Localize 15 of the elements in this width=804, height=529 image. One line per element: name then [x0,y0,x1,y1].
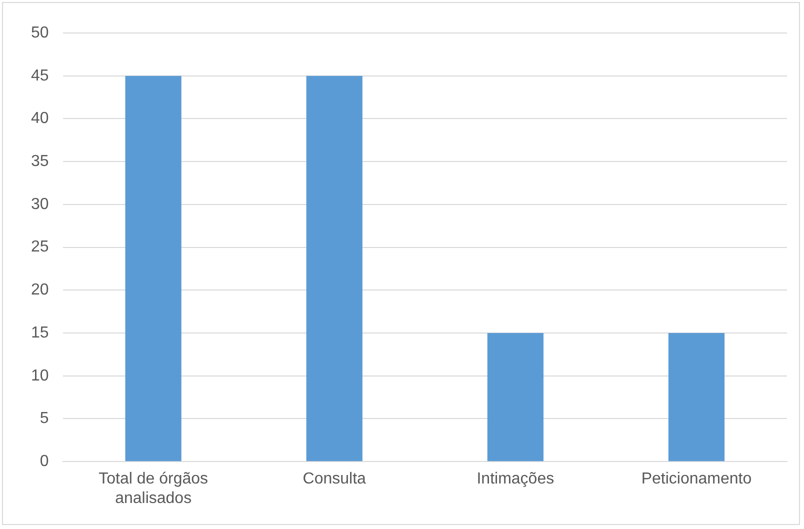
y-tick-label: 35 [31,152,49,170]
x-tick-label: Total de órgãos analisados [98,470,208,507]
y-tick-label: 40 [31,110,49,128]
y-tick-label: 5 [40,410,49,428]
x-tick-label: Intimações [476,470,554,488]
y-tick-label: 0 [40,453,49,470]
y-tick-label: 45 [31,67,49,84]
y-tick-label: 25 [31,238,49,256]
y-tick-label: 50 [31,24,49,42]
x-tick-label: Consulta [302,470,366,488]
y-tick-label: 15 [31,324,49,342]
y-tick-label: 10 [31,367,49,384]
y-tick-label: 20 [31,282,49,299]
x-tick-label: Peticionamento [641,470,752,488]
y-tick-label: 30 [31,196,49,213]
